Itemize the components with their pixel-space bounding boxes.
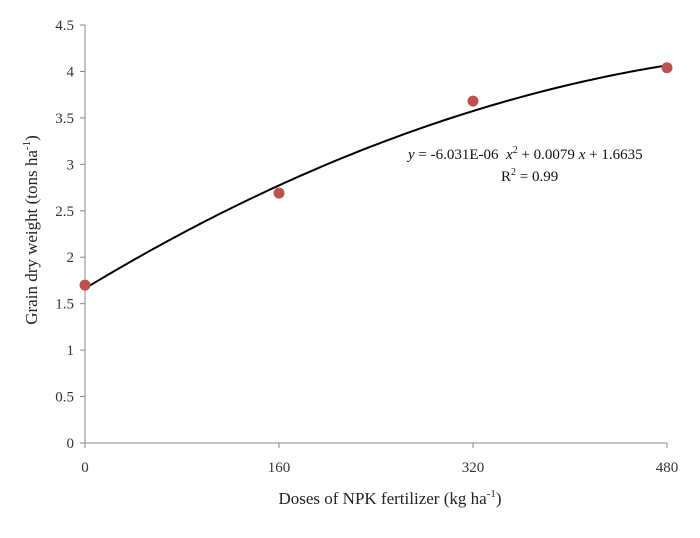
- y-tick-label: 1: [67, 343, 75, 359]
- data-point: [661, 62, 673, 74]
- data-point: [467, 95, 479, 107]
- equation-x2: x: [578, 147, 586, 163]
- data-point: [79, 279, 91, 291]
- x-axis-title-exponent: -1: [487, 488, 496, 500]
- y-tick-label: 1.5: [55, 297, 74, 313]
- y-tick-label: 3: [67, 157, 75, 173]
- y-tick-label: 2: [67, 250, 75, 266]
- x-tick-label: 0: [81, 460, 89, 476]
- x-axis-title-text: Doses of NPK fertilizer (kg ha: [278, 489, 487, 508]
- equation-y: y: [406, 147, 415, 163]
- trendline: [84, 64, 668, 290]
- y-tick-label: 3.5: [55, 111, 74, 127]
- x-tick-label: 480: [656, 460, 679, 476]
- x-tick-label: 160: [268, 460, 291, 476]
- y-tick-group: 0 0.5 1 1.5 2 2.5 3 3.5 4 4.5: [55, 18, 85, 452]
- r-squared-value: = 0.99: [516, 169, 558, 185]
- y-tick-label: 2.5: [55, 204, 74, 220]
- axes: [84, 25, 667, 444]
- y-tick-label: 0.5: [55, 390, 74, 406]
- y-axis-title-exponent: -1: [21, 141, 33, 150]
- x-axis-title: Doses of NPK fertilizer (kg ha-1): [278, 488, 501, 508]
- y-axis-title: Grain dry weight (tons ha-1): [21, 135, 41, 325]
- y-tick-label: 4.5: [55, 18, 74, 34]
- x-axis-title-end: ): [496, 489, 502, 508]
- data-point: [273, 187, 285, 199]
- equation-x1: x: [505, 147, 513, 163]
- r-squared-label: R2 = 0.99: [501, 167, 558, 185]
- y-tick-label: 4: [67, 64, 75, 80]
- y-tick-label: 0: [67, 436, 75, 452]
- x-tick-label: 320: [462, 460, 485, 476]
- y-axis-title-end: ): [22, 135, 41, 141]
- r-squared-r: R: [501, 169, 511, 185]
- equation-exponent: 2: [513, 145, 518, 156]
- equation-label: y = -6.031E-06 x2 + 0.0079 x + 1.6635: [406, 145, 643, 163]
- y-axis-title-text: Grain dry weight (tons ha: [22, 150, 41, 325]
- equation-part-1: = -6.031E-06: [415, 147, 506, 163]
- equation-part-3: + 1.6635: [585, 147, 642, 163]
- equation-part-2: + 0.0079: [518, 147, 579, 163]
- data-points: [79, 62, 673, 291]
- x-tick-group: 0 160 320 480: [81, 443, 678, 476]
- r-squared-exponent: 2: [511, 167, 516, 178]
